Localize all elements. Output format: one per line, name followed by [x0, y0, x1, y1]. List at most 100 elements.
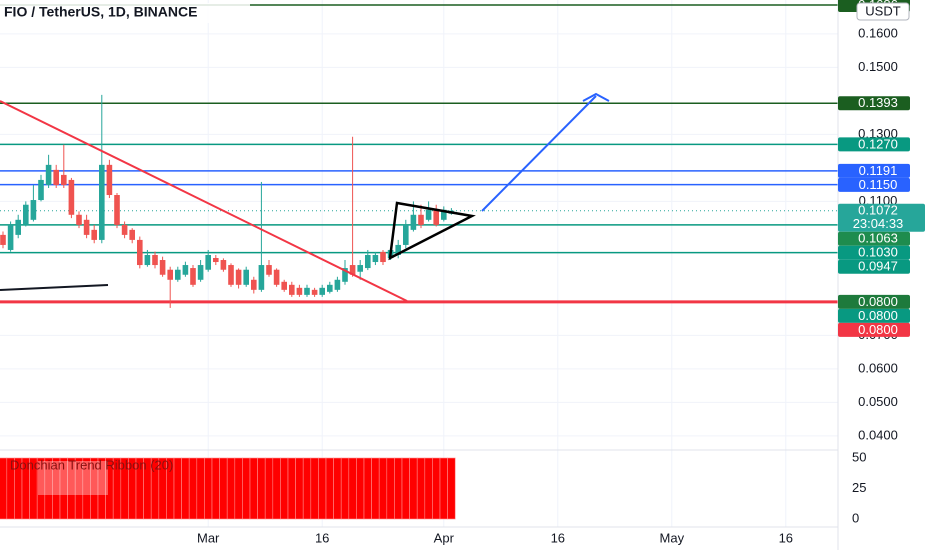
candle-body	[175, 269, 181, 280]
ribbon-bar	[378, 457, 388, 520]
trend-line	[0, 100, 408, 302]
candle-body	[418, 214, 424, 225]
candle-body	[15, 219, 21, 235]
ribbon-bar	[363, 457, 372, 520]
candle-body	[205, 254, 211, 270]
ribbon-bar	[295, 457, 304, 520]
currency: USDT	[865, 3, 900, 18]
candle-body	[61, 174, 67, 185]
candle-body	[30, 200, 37, 220]
ribbon-bar	[211, 457, 220, 520]
price-label-bg	[838, 137, 910, 152]
ribbon-bar	[257, 457, 266, 520]
price-label: 0.1191	[859, 163, 898, 178]
candle-body	[228, 265, 234, 285]
ribbon-bar	[371, 457, 380, 520]
price-label: 0.1393	[858, 95, 898, 110]
ribbon-bar	[386, 457, 395, 520]
ribbon-bar	[204, 457, 213, 520]
candle-body	[114, 195, 120, 225]
price-label-bg	[838, 322, 910, 337]
x-tick-label: 16	[779, 530, 793, 545]
candle-body	[357, 265, 363, 272]
candle-body	[266, 265, 272, 275]
candle-body	[99, 164, 105, 240]
price-label: 0.0800	[858, 308, 898, 323]
ribbon-tick-label: 25	[852, 480, 866, 495]
candle-body	[327, 284, 333, 292]
ribbon-bar	[264, 457, 274, 520]
candle-body	[159, 260, 166, 275]
candle-body	[342, 268, 348, 282]
grid	[0, 0, 838, 527]
y-tick-label: 0.0600	[858, 360, 898, 375]
candle-body	[76, 214, 82, 225]
price-label: 0.1030	[858, 245, 898, 260]
y-tick-label: 0.1500	[858, 59, 898, 74]
ribbon-bar	[249, 457, 258, 520]
candle-body	[91, 229, 97, 240]
price-label: 0.0800	[858, 322, 898, 337]
x-tick-label: 16	[315, 530, 329, 545]
price-label-bg	[838, 259, 910, 274]
price-label-bg	[838, 203, 925, 232]
candle-body	[304, 287, 310, 295]
ribbon-tick-label: 50	[852, 449, 866, 464]
countdown: 23:04:33	[853, 216, 904, 231]
ribbon-bar	[219, 457, 228, 520]
candle-body	[410, 214, 417, 230]
candle-body	[38, 179, 44, 201]
candle-body	[197, 265, 204, 280]
candles	[0, 94, 455, 308]
candle-body	[144, 254, 151, 266]
ribbon-bar	[325, 457, 334, 520]
price-label: 0.1072	[858, 203, 898, 218]
ribbon-tick-label: 0	[852, 510, 859, 525]
price-label-bg	[838, 231, 910, 246]
x-tick-label: May	[660, 530, 685, 545]
ribbon-bar	[242, 457, 251, 520]
ribbon-pane	[0, 457, 456, 520]
ribbon-bar	[188, 457, 198, 520]
arrow-head	[582, 92, 610, 102]
ribbon-bar	[348, 457, 357, 520]
candle-body	[106, 164, 113, 196]
candle-body	[273, 269, 280, 285]
price-label-bg	[838, 177, 910, 192]
price-label-bg	[838, 163, 910, 178]
x-tick-label: Apr	[434, 530, 455, 545]
candle-body	[281, 281, 287, 290]
ribbon-bar	[340, 457, 350, 520]
ribbon-bar	[318, 457, 327, 520]
candle-body	[258, 265, 265, 290]
candle-body	[83, 219, 90, 235]
candle-body	[334, 279, 341, 290]
ribbon-bar	[424, 457, 433, 520]
candle-body	[53, 169, 59, 185]
candle-body	[243, 269, 249, 285]
candle-body	[235, 269, 242, 285]
symbol-title: FIO / TetherUS, 1D, BINANCE	[4, 4, 197, 20]
price-label: 0.0947	[858, 259, 898, 274]
candle-body	[45, 164, 52, 185]
price-label-bg	[838, 294, 910, 309]
ribbon-title: Donchian Trend Ribbon (20)	[10, 457, 173, 472]
title-bg	[0, 3, 250, 23]
triangle-pattern	[388, 201, 476, 261]
legend-box	[38, 461, 108, 495]
candle-body	[152, 254, 158, 266]
ribbon-bar	[401, 457, 410, 520]
ribbon-bar	[409, 457, 418, 520]
ribbon-bar	[447, 457, 456, 520]
ribbon-bar	[226, 457, 236, 520]
candle-body	[433, 209, 439, 225]
candle-body	[68, 179, 75, 215]
candle-body	[0, 234, 6, 245]
ribbon-bar	[439, 457, 448, 520]
ribbon-bar	[310, 457, 319, 520]
ribbon-bar	[432, 457, 441, 520]
trend-line	[0, 284, 109, 291]
projection-arrow	[481, 95, 597, 212]
candle-body	[403, 224, 409, 245]
candle-body	[23, 204, 29, 225]
